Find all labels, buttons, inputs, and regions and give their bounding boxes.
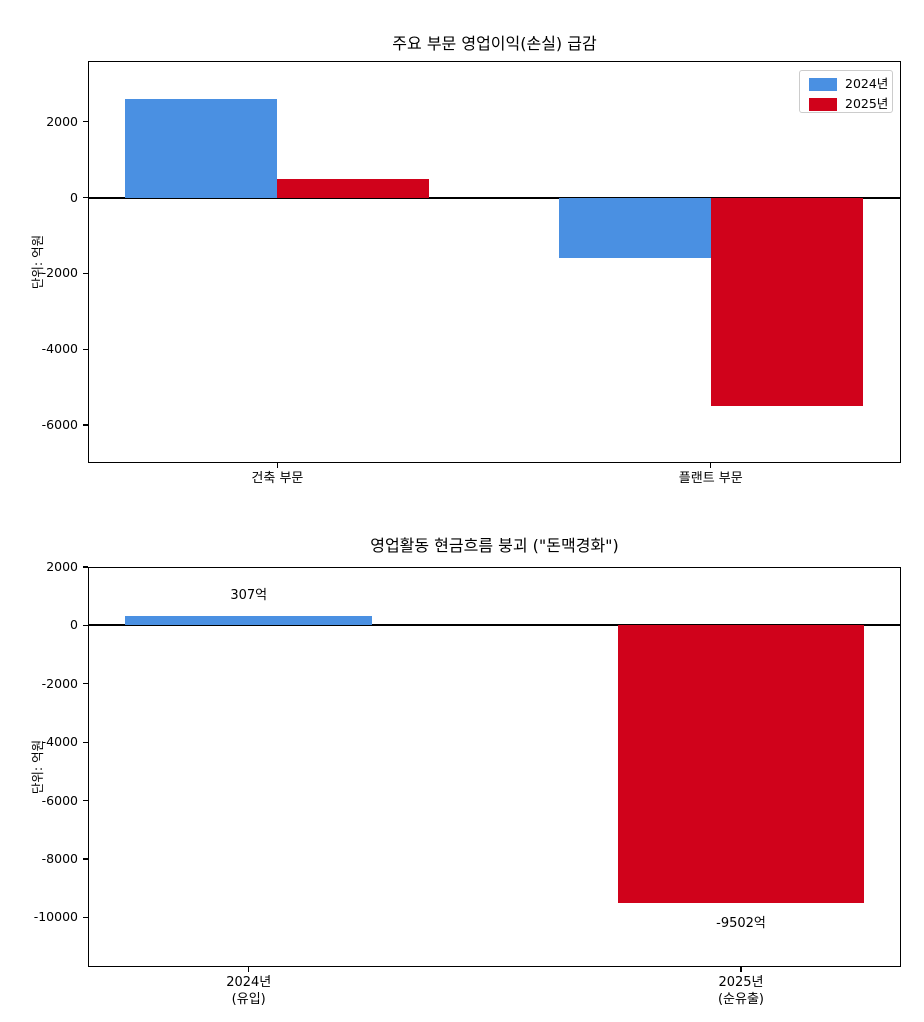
y-tick-mark: [83, 566, 88, 568]
y-tick-label: -6000: [41, 792, 78, 808]
y-tick-label: -4000: [41, 341, 78, 357]
bar-2024년-left-category: [125, 98, 278, 198]
bar-2024년-right-category: [558, 197, 711, 259]
y-tick-label: -10000: [33, 909, 78, 925]
y-tick-mark: [83, 741, 88, 743]
zero-line: [88, 624, 901, 627]
y-tick-mark: [83, 348, 88, 350]
y-tick-mark: [83, 624, 88, 626]
bar-2025년-right-category: [710, 197, 863, 407]
y-tick-mark: [83, 424, 88, 426]
x-tick-mark: [740, 967, 742, 972]
legend-label-2025: 2025년: [845, 96, 889, 111]
y-tick-label: 2000: [46, 559, 78, 574]
bar-cash-outflow-2025: [617, 625, 865, 903]
x-tick-mark: [276, 463, 279, 468]
x-tick-label: 건축 부문: [251, 471, 304, 486]
y-tick-label: 2000: [46, 113, 78, 129]
legend-swatch-2024: [809, 77, 837, 91]
bar-2025년-left-category: [277, 178, 430, 198]
legend-row-2024: 2024년: [809, 77, 888, 91]
y-tick-mark: [83, 799, 88, 802]
bar-value-label: -9502억: [716, 915, 766, 931]
y-tick-label: -6000: [41, 417, 78, 433]
y-tick-mark: [83, 196, 88, 199]
top-chart-legend: 2024년 2025년: [799, 70, 893, 113]
bar-cash-inflow-2024: [125, 616, 373, 626]
y-tick-label: 0: [70, 189, 78, 205]
y-tick-mark: [83, 121, 88, 123]
y-tick-mark: [83, 272, 88, 274]
x-tick-label: 2025년: [718, 975, 764, 990]
y-tick-mark: [83, 916, 88, 918]
x-tick-label: (유입): [231, 992, 266, 1007]
y-tick-mark: [83, 683, 88, 685]
bottom-chart-title: 영업활동 현금흐름 붕괴 ("돈맥경화"): [370, 536, 619, 555]
top-chart-title: 주요 부문 영업이익(손실) 급감: [392, 34, 597, 53]
y-tick-label: -2000: [41, 675, 78, 691]
y-tick-mark: [83, 858, 88, 860]
y-tick-label: 0: [70, 617, 78, 633]
bar-value-label: 307억: [230, 588, 268, 604]
zero-line: [88, 196, 901, 199]
x-tick-label: (순유출): [717, 992, 765, 1007]
x-tick-label: 플랜트 부문: [678, 471, 743, 486]
x-tick-mark: [248, 967, 250, 972]
x-tick-mark: [710, 463, 712, 468]
top-chart-ylabel: 단위: 억원: [30, 234, 45, 290]
y-tick-label: -8000: [41, 850, 78, 866]
legend-row-2025: 2025년: [809, 97, 888, 111]
x-tick-label: 2024년: [226, 975, 272, 990]
y-tick-label: -4000: [41, 734, 78, 750]
bottom-chart-ylabel: 단위: 억원: [30, 739, 45, 795]
y-tick-label: -2000: [41, 265, 78, 281]
legend-label-2024: 2024년: [845, 76, 889, 91]
legend-swatch-2025: [809, 97, 837, 111]
